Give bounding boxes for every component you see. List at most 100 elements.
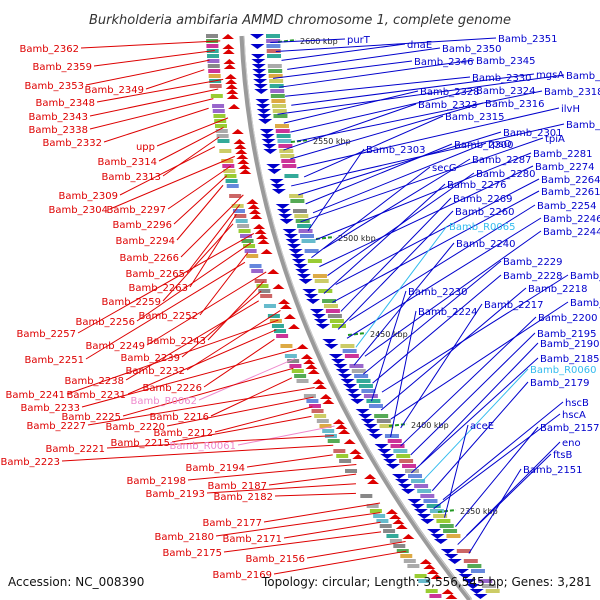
gene-box-right	[275, 129, 290, 133]
strand-arrow-right	[298, 279, 313, 284]
gene-box-left	[429, 594, 442, 598]
left-strand-arrows	[222, 34, 458, 599]
strand-arrow-right	[413, 509, 428, 514]
strand-arrow-right	[267, 169, 282, 174]
gene-box-right	[272, 109, 287, 113]
gene-box-left	[246, 254, 259, 258]
gene-label-bamb-2257: Bamb_2257	[16, 329, 76, 340]
gene-label-bamb-2233: Bamb_2233	[20, 403, 80, 414]
leader-line-bamb-2185	[410, 357, 539, 474]
strand-arrow-left	[343, 439, 356, 444]
leader-line-bamb-2216	[210, 377, 293, 417]
leader-line-bamb-2179	[431, 381, 529, 492]
gene-label-bamb-2212: Bamb_2212	[153, 428, 213, 439]
strand-arrow-left	[228, 104, 241, 109]
gene-box-right	[270, 94, 285, 98]
leader-line-bamb-2246	[346, 217, 542, 339]
gene-label-bamb-2217: Bamb_2217	[484, 300, 544, 311]
strand-arrow-left	[238, 164, 251, 169]
leader-line-bamb-2313	[162, 136, 220, 177]
strand-arrow-right	[254, 89, 269, 94]
gene-label-bamb-2249: Bamb_2249	[85, 341, 145, 352]
strand-arrow-right	[288, 249, 303, 254]
accession-label: Accession: NC_008390	[8, 575, 144, 589]
leader-line-bamb-2263	[189, 213, 237, 288]
strand-arrow-right	[261, 139, 276, 144]
leader-line-bamb-2301	[298, 131, 502, 196]
leader-line-bamb-2243	[207, 281, 264, 341]
gene-label-bamb-2171: Bamb_2171	[222, 534, 282, 545]
gene-box-left	[209, 84, 222, 88]
leader-line-mgsa	[291, 73, 535, 106]
gene-label-bamb-2304: Bamb_2304	[48, 205, 108, 216]
leader-line-hscb	[442, 401, 564, 501]
strand-arrow-left	[226, 94, 239, 99]
gene-box-right	[269, 84, 284, 88]
leader-line-bamb-2198	[187, 464, 357, 481]
gene-box-right	[340, 344, 355, 348]
strand-arrow-left	[430, 574, 443, 579]
strand-arrow-right	[383, 459, 398, 464]
strand-arrow-left	[287, 324, 300, 329]
strand-arrow-right	[395, 479, 410, 484]
gene-box-right	[439, 524, 454, 528]
leader-line-bamb-2264	[335, 178, 540, 285]
strand-arrow-right	[282, 229, 297, 234]
strand-arrow-right	[358, 414, 373, 419]
strand-arrow-right	[338, 374, 353, 379]
gene-label-hscb: hscB	[565, 398, 589, 409]
gene-box-right	[405, 469, 420, 473]
strand-arrow-right	[377, 449, 392, 454]
gene-box-right	[267, 54, 282, 58]
leader-line-bamb-2330	[285, 76, 471, 97]
gene-label-acee: aceE	[470, 421, 494, 432]
strand-arrow-right	[252, 74, 267, 79]
leader-line-bamb-2195	[410, 332, 536, 456]
strand-arrow-right	[285, 239, 300, 244]
leader-line-bamb-2251	[85, 261, 246, 360]
leader-line-bamb-2207	[390, 301, 569, 420]
leader-line-bamb-2180	[215, 512, 381, 537]
strand-arrow-left	[296, 344, 309, 349]
gene-box-left	[207, 64, 220, 68]
gene-box-right	[297, 224, 312, 228]
scale-mark-3: 2450 kbp	[370, 330, 408, 339]
gene-label-bamb-2350: Bamb_2350	[442, 44, 502, 55]
gene-box-right	[304, 249, 319, 253]
gene-box-left	[215, 129, 228, 133]
strand-arrow-left	[423, 564, 436, 569]
gene-label-bamb-2227: Bamb_2227	[26, 421, 86, 432]
gene-box-right	[281, 159, 296, 163]
gene-box-right	[366, 399, 381, 403]
strand-arrow-right	[284, 234, 299, 239]
gene-box-left	[208, 74, 221, 78]
gene-box-right	[408, 474, 423, 478]
gene-box-right	[266, 44, 281, 48]
strand-arrow-left	[239, 169, 252, 174]
gene-label-bamb-2195: Bamb_2195	[537, 329, 597, 340]
gene-box-left	[418, 579, 431, 583]
strand-arrow-right	[454, 569, 469, 574]
gene-label-bamb-2198: Bamb_2198	[126, 476, 186, 487]
gene-box-right	[342, 349, 357, 353]
strand-arrow-left	[445, 594, 458, 599]
strand-arrow-right	[363, 424, 378, 429]
leader-line-bamb-2353	[85, 59, 210, 86]
strand-arrow-left	[236, 154, 249, 159]
leader-line-bamb-2296	[173, 175, 228, 225]
leader-line-bamb-2269	[340, 197, 452, 312]
gene-box-right	[318, 289, 333, 293]
gene-box-right	[277, 139, 292, 143]
strand-arrow-left	[260, 249, 273, 254]
leader-line-bamb-2294	[176, 184, 224, 241]
gene-label-bamb-2324: Bamb_2324	[476, 86, 536, 97]
gene-box-left	[207, 54, 220, 58]
strand-arrow-right	[410, 504, 425, 509]
gene-box-left	[240, 234, 253, 238]
leader-line-bamb-2212	[214, 406, 313, 433]
leader-line-bamb-2228	[372, 274, 502, 384]
strand-arrow-left	[283, 314, 296, 319]
leader-line-bamb-2171	[283, 521, 381, 539]
strand-arrow-right	[269, 179, 284, 184]
leader-line-bamb-2287	[323, 158, 471, 250]
